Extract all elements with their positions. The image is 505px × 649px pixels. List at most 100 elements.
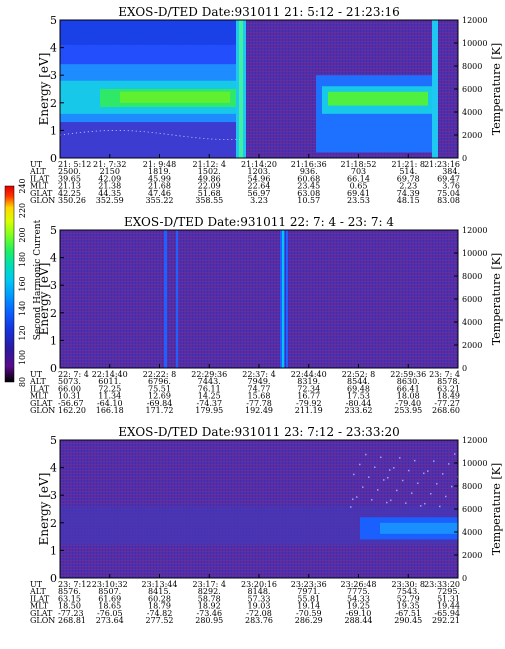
- y2-tick-label: 4000: [462, 108, 482, 117]
- spectrogram-speckle: [387, 476, 389, 479]
- spectrogram-band: [120, 91, 230, 103]
- orbit-value: 5073.: [58, 377, 81, 386]
- y2-tick-label: 6000: [462, 295, 482, 304]
- orbit-value: 74.77: [248, 384, 271, 393]
- orbit-row-label: MLT: [30, 602, 49, 611]
- panel-title: EXOS-D/TED Date:931011 21: 5:12 - 21:23:…: [118, 5, 400, 19]
- y2-tick-label: 12000: [462, 436, 487, 445]
- orbit-value: 21: 5:12: [58, 160, 91, 169]
- orbit-value: 8415.: [148, 587, 171, 596]
- orbit-row-label: MLT: [30, 392, 49, 401]
- y2-tick-label: 2000: [462, 131, 482, 140]
- orbit-value: 56.97: [248, 189, 271, 198]
- spectrogram-speckle: [451, 485, 453, 488]
- orbit-value: -72.08: [246, 609, 272, 618]
- panel-title: EXOS-D/TED Date:931011 22: 7: 4 - 23: 7:…: [124, 215, 394, 229]
- orbit-value: 268.60: [432, 406, 460, 415]
- orbit-value: -70.59: [296, 609, 322, 618]
- y-tick-label: 0: [50, 362, 57, 375]
- spectrogram-speckle: [390, 499, 392, 502]
- orbit-value: 7295.: [437, 587, 460, 596]
- orbit-value: 21.38: [98, 182, 121, 191]
- colorbar-label: Second Harmonic Current: [33, 219, 43, 340]
- y2-tick-label: 10000: [462, 39, 487, 48]
- orbit-value: 63.21: [437, 384, 460, 393]
- orbit-value: 60.68: [297, 174, 320, 183]
- spectrogram-speckle: [386, 501, 388, 504]
- spectrogram-stripe: [176, 230, 178, 368]
- spectrogram-stripe: [432, 20, 438, 158]
- orbit-value: 21:21: 8: [392, 160, 425, 169]
- orbit-value: 10.31: [58, 392, 81, 401]
- orbit-value: 280.95: [195, 616, 223, 625]
- y-tick-label: 3: [50, 69, 57, 82]
- orbit-value: 350.26: [58, 196, 86, 205]
- orbit-value: 72.34: [297, 384, 320, 393]
- colorbar-tick-label: 120: [18, 325, 27, 340]
- orbit-value: 12.69: [148, 392, 171, 401]
- orbit-value: -65.94: [434, 609, 460, 618]
- orbit-value: 936.: [300, 167, 318, 176]
- orbit-row-label: ILAT: [30, 594, 50, 603]
- y-tick-label: 1: [50, 124, 57, 137]
- orbit-value: 268.81: [58, 616, 86, 625]
- orbit-value: -69.10: [346, 609, 372, 618]
- spectrogram-speckle: [368, 476, 370, 478]
- orbit-value: 290.45: [394, 616, 422, 625]
- orbit-row-label: GLON: [30, 196, 55, 205]
- orbit-value: 2.23: [399, 182, 417, 191]
- orbit-row-label: GLON: [30, 406, 55, 415]
- colorbar-tick-label: 140: [18, 301, 27, 316]
- spectrogram-speckle: [359, 463, 361, 466]
- orbit-value: 8292.: [198, 587, 221, 596]
- orbit-value: 23:17: 4: [193, 580, 226, 589]
- orbit-value: 23:33:20: [424, 580, 460, 589]
- orbit-value: 23.45: [297, 182, 320, 191]
- spectrogram-plot: [60, 440, 458, 578]
- orbit-value: 58.78: [198, 594, 221, 603]
- orbit-value: 45.99: [148, 174, 171, 183]
- orbit-value: 75.04: [437, 189, 460, 198]
- orbit-value: 66.41: [397, 384, 420, 393]
- orbit-value: 47.46: [148, 189, 171, 198]
- spectrogram-speckle: [393, 467, 395, 469]
- orbit-value: 0.65: [350, 182, 368, 191]
- y2-tick-label: 8000: [462, 62, 482, 71]
- orbit-value: 23:10:32: [92, 580, 128, 589]
- y-tick-label: 4: [50, 462, 57, 475]
- orbit-value: -69.84: [147, 399, 173, 408]
- panel-title: EXOS-D/TED Date:931011 23: 7:12 - 23:33:…: [118, 425, 400, 439]
- orbit-value: 19.25: [347, 602, 370, 611]
- orbit-value: 2150: [100, 167, 120, 176]
- spectrogram-speckle: [377, 489, 379, 491]
- orbit-value: 8319.: [297, 377, 320, 386]
- spectrogram-speckle: [445, 495, 447, 498]
- orbit-value: 8578.: [437, 377, 460, 386]
- orbit-value: 63.08: [297, 189, 320, 198]
- y2-tick-label: 8000: [462, 482, 482, 491]
- y-tick-label: 5: [50, 224, 57, 237]
- orbit-value: 7971.: [297, 587, 320, 596]
- spectrogram-speckle: [405, 502, 407, 504]
- spectrogram-stripe: [286, 230, 288, 368]
- orbit-value: 211.19: [295, 406, 323, 415]
- y2-tick-label: 8000: [462, 272, 482, 281]
- spectrogram-speckle: [454, 453, 456, 455]
- orbit-value: 6011.: [98, 377, 121, 386]
- orbit-value: 14.25: [198, 392, 221, 401]
- spectrogram-speckle: [353, 473, 355, 476]
- orbit-value: 23:20:16: [241, 580, 277, 589]
- orbit-value: 48.15: [397, 196, 420, 205]
- y2-tick-label: 0: [462, 364, 467, 373]
- spectrogram-speckle: [350, 506, 352, 508]
- spectrogram-band: [380, 522, 458, 534]
- orbit-value: 277.52: [146, 616, 174, 625]
- orbit-value: 18.92: [198, 602, 221, 611]
- y-tick-label: 4: [50, 42, 57, 55]
- orbit-value: -79.92: [296, 399, 322, 408]
- orbit-value: 61.69: [98, 594, 121, 603]
- orbit-value: -79.40: [395, 399, 421, 408]
- spectrogram-speckle: [411, 492, 413, 494]
- orbit-value: 192.49: [245, 406, 273, 415]
- orbit-value: -56.67: [58, 399, 84, 408]
